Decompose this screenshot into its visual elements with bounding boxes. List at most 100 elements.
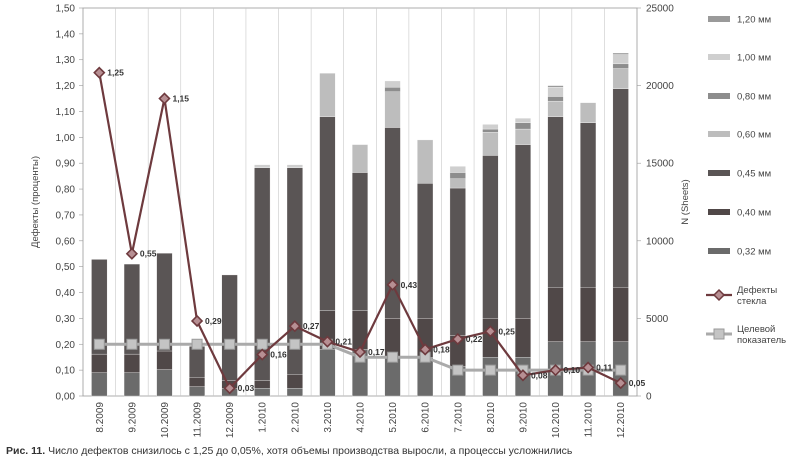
x-tick-label: 6.2010	[421, 402, 432, 433]
bar-segment	[417, 183, 434, 319]
bar-segment	[417, 357, 434, 397]
bar-segment	[384, 87, 401, 92]
y-left-tick-label: 0,60	[56, 236, 76, 247]
defects-marker	[484, 325, 497, 338]
y-right-tick-label: 15000	[646, 159, 674, 170]
bar-segment	[612, 63, 629, 69]
defects-data-label: 0,10	[564, 365, 581, 375]
bar-segment	[417, 139, 434, 184]
bar-segment	[221, 274, 238, 381]
bar-segment	[482, 124, 499, 130]
target-marker	[484, 364, 496, 376]
x-tick-label: 12.2009	[225, 402, 236, 439]
defects-marker	[158, 92, 171, 105]
y-right-tick-label: 0	[646, 392, 652, 403]
bar-segment	[547, 287, 564, 342]
legend-label: 0,40 мм	[737, 208, 771, 219]
legend-marker	[713, 328, 725, 340]
defects-marker	[288, 320, 301, 333]
bar-segment	[352, 172, 368, 311]
defects-marker	[516, 369, 530, 382]
bar-segment	[156, 350, 173, 370]
bar-segment	[384, 91, 401, 128]
defects-marker	[386, 278, 399, 291]
target-marker	[158, 338, 170, 350]
legend-label: Целевой	[737, 324, 775, 335]
defects-data-label: 0,05	[629, 378, 646, 388]
legend-swatch	[708, 54, 730, 60]
x-tick-label: 7.2010	[453, 402, 464, 433]
x-tick-label: 11.2009	[193, 402, 204, 438]
legend-label: 0,32 мм	[737, 247, 771, 258]
bar-segment	[514, 128, 531, 145]
bar-segment	[449, 187, 466, 336]
target-marker	[615, 364, 627, 376]
y-left-tick-label: 0,50	[56, 262, 76, 273]
y-left-tick-label: 0,90	[56, 159, 76, 170]
bar-segment	[612, 88, 629, 288]
bar-segment	[612, 68, 629, 89]
defects-data-label: 0,18	[433, 344, 450, 354]
defects-data-label: 0,03	[238, 383, 255, 393]
bar-segment	[384, 318, 401, 358]
x-tick-label: 9.2009	[127, 402, 138, 433]
defects-marker	[223, 382, 236, 395]
y-right-tick-label: 20000	[646, 81, 674, 92]
defects-marker	[353, 345, 367, 359]
y-axis-left-title: Дефекты (проценты)	[30, 156, 41, 248]
y-left-tick-label: 0,30	[56, 314, 76, 325]
x-tick-label: 10.2009	[160, 402, 171, 439]
legend-swatch	[708, 248, 730, 254]
legend-swatch	[708, 93, 730, 99]
y-left-tick-label: 0,70	[56, 210, 76, 221]
bar-segment	[319, 116, 336, 311]
bar-segment	[91, 372, 108, 397]
defects-marker	[190, 314, 204, 328]
defects-data-label: 0,22	[466, 334, 483, 344]
bar-segment	[254, 380, 271, 389]
y-right-tick-label: 5000	[646, 314, 669, 325]
x-tick-label: 2.2010	[290, 402, 301, 433]
x-tick-label: 1.2010	[258, 402, 269, 433]
bar-segment	[514, 118, 531, 123]
bar-segment	[547, 116, 564, 288]
bar-segment	[514, 122, 531, 130]
bar-segment	[189, 346, 206, 378]
defects-data-label: 0,17	[368, 347, 385, 357]
bar-segment	[449, 172, 466, 179]
bar-segment	[189, 377, 206, 387]
defects-marker	[581, 361, 595, 374]
bar-segment	[612, 287, 629, 342]
defects-data-label: 0,11	[596, 363, 612, 373]
bar-segment	[514, 144, 531, 319]
figure-label: Рис. 11.	[6, 445, 46, 457]
bar-segment	[156, 253, 173, 352]
defects-data-label: 1,25	[107, 68, 124, 78]
bar-segment	[547, 100, 564, 117]
bar-segment	[156, 369, 173, 397]
bar-segment	[580, 102, 597, 123]
legend-label: 0,60 мм	[737, 130, 771, 141]
target-marker	[256, 338, 268, 350]
legend-label: 1,00 мм	[737, 53, 771, 64]
defects-data-label: 0,43	[401, 280, 418, 290]
bar-segment	[547, 85, 564, 88]
legend-swatch	[708, 16, 730, 22]
bar-segment	[547, 96, 564, 102]
bar-segment	[482, 357, 499, 397]
bar-segment	[286, 374, 303, 389]
x-tick-label: 4.2010	[356, 402, 367, 433]
bar-segment	[580, 287, 597, 342]
y-left-tick-label: 0,00	[56, 392, 76, 403]
defects-data-label: 1,15	[172, 94, 189, 104]
y-left-tick-label: 1,50	[56, 4, 76, 15]
y-left-tick-label: 0,40	[56, 288, 76, 299]
bar-segment	[319, 73, 336, 117]
y-left-tick-label: 1,30	[56, 55, 76, 66]
legend-label: 0,80 мм	[737, 92, 771, 103]
defects-marker	[419, 343, 432, 356]
y-left-tick-label: 1,20	[56, 81, 76, 92]
target-marker	[191, 338, 203, 350]
y-axis-right-title: N (Sheets)	[680, 179, 691, 224]
y-right-tick-label: 10000	[646, 236, 674, 247]
